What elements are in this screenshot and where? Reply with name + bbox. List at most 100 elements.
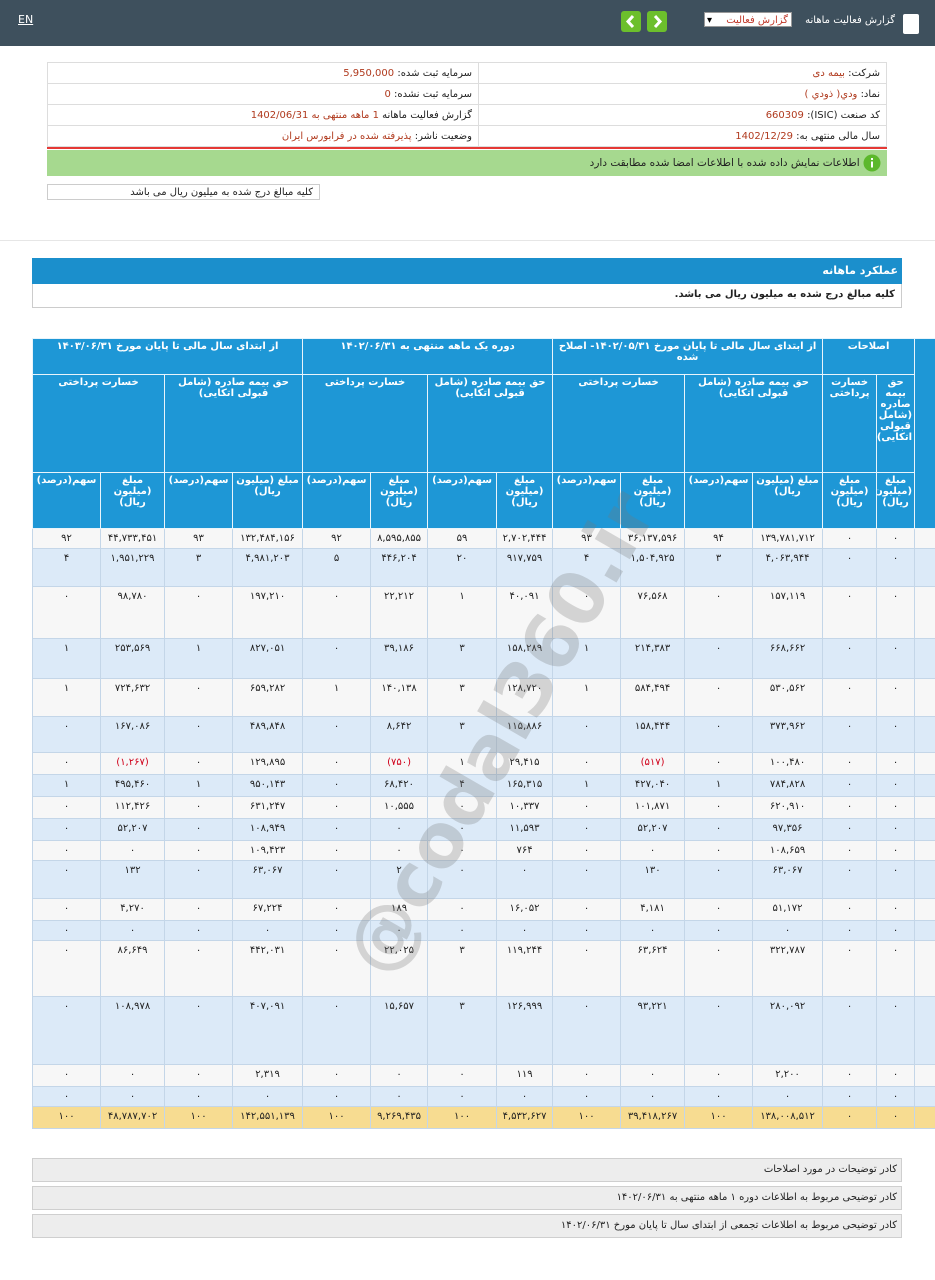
table-cell: ۰ <box>752 1086 824 1107</box>
table-cell: ۰ <box>822 1064 878 1087</box>
table-row: ۰ ۰ ۹۷,۳۵۶ ۰ ۵۲,۲۰۷ ۰ ۱۱,۵۹۳ ۰ ۰ ۰ ۱۰۸,۹۴۹ ۰ ۵۲,۲۰۷ ۰ <box>31 818 935 841</box>
table-cell: ۰ <box>31 860 102 899</box>
report-select-text: گزارش فعالیت <box>726 15 788 26</box>
table-cell: ۰ <box>302 638 372 679</box>
table-cell: ۹۸,۷۸۰ <box>100 586 166 639</box>
table-cell: ۳ <box>427 716 498 753</box>
table-cell: ۱,۵۰۴,۹۲۵ <box>620 548 686 587</box>
table-cell: ۰ <box>164 716 234 753</box>
table-cell: ۶۵۹,۲۸۲ <box>232 678 304 717</box>
table-cell: ۰ <box>876 752 916 775</box>
table-cell: ۷۸۴,۸۲۸ <box>752 774 824 797</box>
table-cell: ۰ <box>370 1086 429 1107</box>
table-row: ۰ ۰ ۴,۰۶۳,۹۴۴ ۳ ۱,۵۰۴,۹۲۵ ۴ ۹۱۷,۷۵۹ ۲۰ ۴۴۶,۲۰۴ ۵ ۴… <box>31 548 935 587</box>
table-cell: ۰ <box>620 840 686 861</box>
table-cell: ۶۳,۰۶۷ <box>752 860 824 899</box>
table-cell: ۰ <box>164 898 234 921</box>
table-cell: ۰ <box>302 796 372 819</box>
sub-header: حق بیمه صادره (شامل قبولی اتکایی) <box>427 374 554 473</box>
table-cell: ۲۸۰,۰۹۲ <box>752 996 824 1065</box>
row-cell <box>914 1064 935 1087</box>
row-cell <box>914 678 935 717</box>
row-cell <box>914 840 935 861</box>
table-cell: ۹۳,۲۲۱ <box>620 996 686 1065</box>
table-cell: ۴۸۹,۸۴۸ <box>232 716 304 753</box>
table-row: ۰ ۰ ۲۸۰,۰۹۲ ۰ ۹۳,۲۲۱ ۰ ۱۲۶,۹۹۹ ۳ ۱۵,۶۵۷ ۰ ۴۰۷,۰۹۱ ۰… <box>31 996 935 1065</box>
table-cell: ۳۲۲,۷۸۷ <box>752 940 824 997</box>
unit-header: سهم(درصد) <box>31 472 102 529</box>
report-select[interactable]: گزارش فعالیت ▾ <box>704 12 792 27</box>
table-cell: ۰ <box>427 860 498 899</box>
table-cell: ۰ <box>370 818 429 841</box>
table-cell: ۱۰۹,۴۲۳ <box>232 840 304 861</box>
table-cell: ۵۸۴,۴۹۴ <box>620 678 686 717</box>
table-cell: ۲ <box>370 860 429 899</box>
table-cell: ۳ <box>164 548 234 587</box>
table-cell: ۰ <box>822 996 878 1065</box>
group-header: از ابتدای سال مالی تا پایان مورخ ۱۴۰۲/۰۵… <box>552 338 824 375</box>
table-row: ۰ ۰ ۶۲۰,۹۱۰ ۰ ۱۰۱,۸۷۱ ۰ ۱۰,۳۳۷ ۰ ۱۰,۵۵۵ ۰ ۶۳۱,۲۴۷ ۰… <box>31 796 935 819</box>
row-cell <box>914 548 935 587</box>
table-cell: ۶۸,۴۲۰ <box>370 774 429 797</box>
table-cell: ۰ <box>552 1086 622 1107</box>
info-row: کد صنعت (ISIC): 660309 گزارش فعالیت ماهان… <box>47 104 887 126</box>
table-row: ۰ ۰ ۷۸۴,۸۲۸ ۱ ۴۲۷,۰۴۰ ۱ ۱۶۵,۳۱۵ ۴ ۶۸,۴۲۰ ۰ ۹۵۰,۱۴۳… <box>31 774 935 797</box>
language-link[interactable]: EN <box>18 13 34 26</box>
table-cell: ۰ <box>31 586 102 639</box>
table-cell: ۰ <box>31 752 102 775</box>
table-cell: ۷۲۴,۶۳۲ <box>100 678 166 717</box>
prev-button[interactable] <box>621 11 641 32</box>
table-cell: ۰ <box>822 716 878 753</box>
table-cell: ۱۵۷,۱۱۹ <box>752 586 824 639</box>
row-cell <box>914 1086 935 1107</box>
table-row: ۰ ۰ ۱۳۹,۷۸۱,۷۱۲ ۹۴ ۳۶,۱۳۷,۵۹۶ ۹۳ ۲,۷۰۲,۴۴۴ ۵۹ ۸,… <box>31 528 935 549</box>
table-cell: ۰ <box>164 1064 234 1087</box>
table-cell: ۰ <box>552 796 622 819</box>
table-cell: ۷۶۴ <box>496 840 554 861</box>
footer-box: کادر توضیحات در مورد اصلاحات <box>32 1158 902 1182</box>
footer-box: کادر توضیحی مربوط به اطلاعات تجمعی از اب… <box>32 1214 902 1238</box>
table-cell: ۰ <box>684 638 754 679</box>
unit-header: مبلغ (میلیون ریال) <box>876 472 916 529</box>
table-cell: ۰ <box>164 840 234 861</box>
group-header: از ابتدای سال مالی تا پایان مورخ ۱۴۰۳/۰۶… <box>31 338 304 375</box>
table-cell: ۱۱۹,۲۴۴ <box>496 940 554 997</box>
table-cell: ۸,۶۴۲ <box>370 716 429 753</box>
table-cell: ۰ <box>822 818 878 841</box>
table-cell: ۶۲۰,۹۱۰ <box>752 796 824 819</box>
row-cell <box>914 996 935 1065</box>
table-cell: ۱۳۰ <box>620 860 686 899</box>
table-cell: ۰ <box>302 920 372 941</box>
table-cell: ۱ <box>552 638 622 679</box>
sub-header: خسارت پرداختی <box>31 374 166 473</box>
table-cell: ۵۳۰,۵۶۲ <box>752 678 824 717</box>
page-title: گزارش فعالیت ماهانه <box>805 15 895 26</box>
table-cell: ۱۰۱,۸۷۱ <box>620 796 686 819</box>
company-info: شرکت: بیمه دی سرمایه ثبت شده: 5,950,000 نم… <box>47 62 887 147</box>
info-value: پذیرفته شده در فرابورس ایران <box>281 130 412 142</box>
table-cell: ۲,۳۱۹ <box>232 1064 304 1087</box>
table-cell: ۰ <box>164 860 234 899</box>
table-cell: ۰ <box>427 898 498 921</box>
table-cell: ۰ <box>370 840 429 861</box>
table-cell: ۶۷,۲۲۴ <box>232 898 304 921</box>
table-cell: ۱۵۸,۴۴۴ <box>620 716 686 753</box>
table-cell: ۰ <box>552 898 622 921</box>
table-cell: ۱۲۸,۷۲۰ <box>496 678 554 717</box>
info-value: 1 ماهه منتهی به 1402/06/31 <box>250 109 379 121</box>
table-cell: ۱۶۵,۳۱۵ <box>496 774 554 797</box>
table-cell: ۱ <box>427 752 498 775</box>
next-button[interactable] <box>647 11 667 32</box>
table-cell: ۰ <box>876 860 916 899</box>
table-cell: ۰ <box>302 996 372 1065</box>
table-cell: ۰ <box>822 898 878 921</box>
table-cell: ۰ <box>876 898 916 921</box>
table-cell: (۵۱۷) <box>620 752 686 775</box>
table-cell: ۲۲,۰۲۵ <box>370 940 429 997</box>
info-value: 5,950,000 <box>343 67 395 79</box>
table-cell: ۴,۱۸۱ <box>620 898 686 921</box>
table-cell: ۴ <box>552 548 622 587</box>
table-cell: ۰ <box>684 840 754 861</box>
table-cell: ۰ <box>876 796 916 819</box>
row-cell <box>914 752 935 775</box>
